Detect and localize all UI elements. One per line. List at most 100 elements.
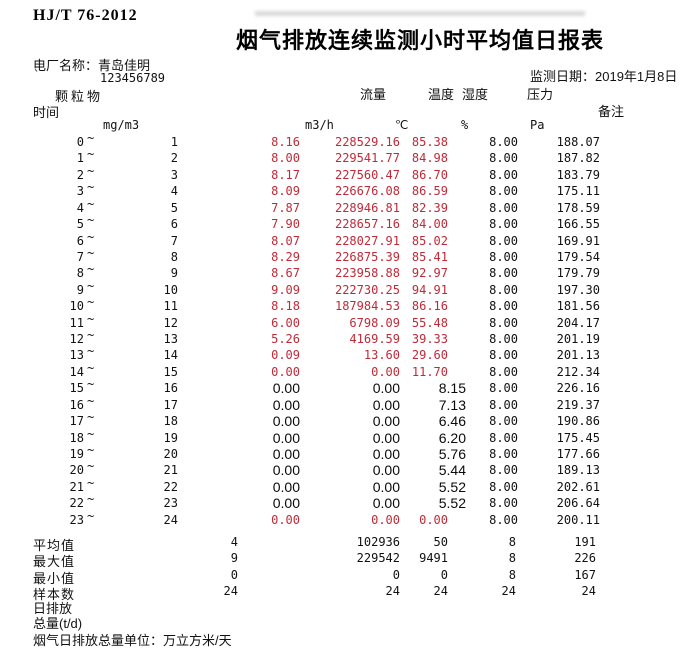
cell-humidity-value: 8.00 <box>489 299 518 313</box>
summary-flow-value: 102936 <box>356 535 400 549</box>
footer-total-label: 总量(t/d) <box>33 616 83 631</box>
table-row: 20 ~21 0.00 0.00 5.44 8.00 189.13 <box>0 459 696 479</box>
cell-humidity-value: 8.00 <box>489 513 518 527</box>
table-row: 19 ~20 0.00 0.00 5.76 8.00 177.66 <box>0 443 696 463</box>
cell-dust-value: 6.00 <box>271 316 300 330</box>
summary-row: 最小值 0 0 0 8 167 <box>0 567 696 586</box>
summary-temperature-value: 24 <box>433 584 448 599</box>
cell-pressure-value: 177.66 <box>556 447 600 461</box>
cell-pressure-value: 175.45 <box>556 431 600 445</box>
table-row: 3 ~4 8.09 226676.08 86.59 8.00 175.11 <box>0 180 696 200</box>
cell-humidity-value: 8.00 <box>489 398 518 412</box>
cell-temperature-value: 7.13 <box>438 397 466 413</box>
cell-humidity-value: 8.00 <box>489 266 518 280</box>
cell-humidity-value: 8.00 <box>489 151 518 165</box>
summary-flow-value: 24 <box>385 584 400 599</box>
cell-humidity-value: 8.00 <box>489 381 518 395</box>
summary-flow-value: 0 <box>392 567 400 582</box>
table-row: 5 ~6 7.90 228657.16 84.00 8.00 166.55 <box>0 213 696 233</box>
column-header-flow: 流量 <box>360 87 387 102</box>
cell-dust-value: 0.00 <box>272 479 300 495</box>
tilde-mark: ~ <box>87 246 95 260</box>
tilde-mark: ~ <box>87 147 95 161</box>
cell-humidity-value: 8.00 <box>489 365 518 379</box>
column-header-pressure: 压力 <box>527 87 554 102</box>
cell-temperature-value: 55.48 <box>411 316 448 330</box>
unit-pressure: Pa <box>530 118 545 132</box>
cell-pressure-value: 212.34 <box>556 365 600 379</box>
tilde-mark: ~ <box>87 213 95 227</box>
cell-humidity-value: 8.00 <box>489 168 518 182</box>
cell-temperature-value: 8.15 <box>438 380 466 396</box>
cell-flow-value: 229541.77 <box>334 151 400 165</box>
cell-hour-end: 17 <box>163 398 178 412</box>
cell-pressure-value: 197.30 <box>556 283 600 297</box>
summary-row: 样本数 24 24 24 24 24 <box>0 584 696 602</box>
cell-hour-end: 24 <box>163 513 178 527</box>
cell-hour-start: 9 <box>76 283 84 297</box>
cell-pressure-value: 187.82 <box>556 151 600 165</box>
scan-artifact <box>255 11 585 16</box>
summary-temperature-value: 50 <box>433 535 448 549</box>
cell-hour-start: 12 <box>69 332 84 346</box>
cell-humidity-value: 8.00 <box>489 414 518 428</box>
cell-flow-value: 0.00 <box>372 397 400 413</box>
plant-code: 123456789 <box>100 71 166 85</box>
summary-dust-value: 24 <box>223 584 238 599</box>
cell-pressure-value: 188.07 <box>556 135 600 149</box>
cell-pressure-value: 204.17 <box>556 316 600 330</box>
cell-flow-value: 0.00 <box>372 462 400 478</box>
cell-hour-end: 10 <box>163 283 178 297</box>
cell-hour-end: 13 <box>163 332 178 346</box>
cell-flow-value: 6798.09 <box>349 316 400 330</box>
cell-temperature-value: 85.38 <box>411 135 448 149</box>
cell-dust-value: 0.00 <box>271 365 300 379</box>
cell-hour-start: 5 <box>76 217 84 231</box>
cell-pressure-value: 166.55 <box>556 217 600 231</box>
cell-flow-value: 187984.53 <box>334 299 400 313</box>
cell-dust-value: 0.00 <box>272 413 300 429</box>
cell-flow-value: 228529.16 <box>334 135 400 149</box>
cell-hour-end: 3 <box>170 168 178 182</box>
cell-humidity-value: 8.00 <box>489 135 518 149</box>
tilde-mark: ~ <box>87 410 95 424</box>
table-row: 15 ~16 0.00 0.00 8.15 8.00 226.16 <box>0 377 696 397</box>
cell-hour-start: 0 <box>76 135 84 149</box>
plant-name-label: 电厂名称：青岛佳明 <box>33 58 151 73</box>
cell-pressure-value: 175.11 <box>556 184 600 198</box>
cell-temperature-value: 86.16 <box>411 299 448 313</box>
cell-hour-start: 10 <box>69 299 84 313</box>
cell-hour-end: 15 <box>163 365 178 379</box>
tilde-mark: ~ <box>87 262 95 276</box>
column-header-remark: 备注 <box>598 104 625 119</box>
table-row: 14 ~15 0.00 0.00 11.70 8.00 212.34 <box>0 361 696 381</box>
cell-dust-value: 0.00 <box>272 397 300 413</box>
cell-dust-value: 9.09 <box>271 283 300 297</box>
summary-row: 最大值 9 229542 9491 8 226 <box>0 551 696 569</box>
tilde-mark: ~ <box>87 279 95 293</box>
cell-hour-end: 4 <box>170 184 178 198</box>
summary-pressure-value: 191 <box>574 535 596 549</box>
summary-humidity-value: 8 <box>508 551 516 566</box>
table-row: 9 ~10 9.09 222730.25 94.91 8.00 197.30 <box>0 279 696 299</box>
summary-flow-value: 229542 <box>356 551 400 566</box>
cell-hour-start: 3 <box>76 184 84 198</box>
cell-pressure-value: 190.86 <box>556 414 600 428</box>
cell-hour-end: 16 <box>163 381 178 395</box>
column-header-humidity: 湿度 <box>462 87 489 102</box>
cell-hour-start: 20 <box>69 463 84 477</box>
cell-hour-start: 1 <box>76 151 84 165</box>
cell-hour-end: 5 <box>170 201 178 215</box>
cell-hour-start: 14 <box>69 365 84 379</box>
cell-hour-end: 6 <box>170 217 178 231</box>
summary-row-label: 最小值 <box>33 570 76 586</box>
cell-hour-start: 6 <box>76 234 84 248</box>
cell-flow-value: 13.60 <box>363 348 400 362</box>
cell-flow-value: 0.00 <box>372 430 400 446</box>
cell-temperature-value: 5.52 <box>438 479 466 495</box>
cell-flow-value: 0.00 <box>372 479 400 495</box>
cell-hour-start: 17 <box>69 414 84 428</box>
cell-hour-start: 19 <box>69 447 84 461</box>
cell-hour-start: 11 <box>69 316 84 330</box>
cell-temperature-value: 11.70 <box>411 365 448 379</box>
